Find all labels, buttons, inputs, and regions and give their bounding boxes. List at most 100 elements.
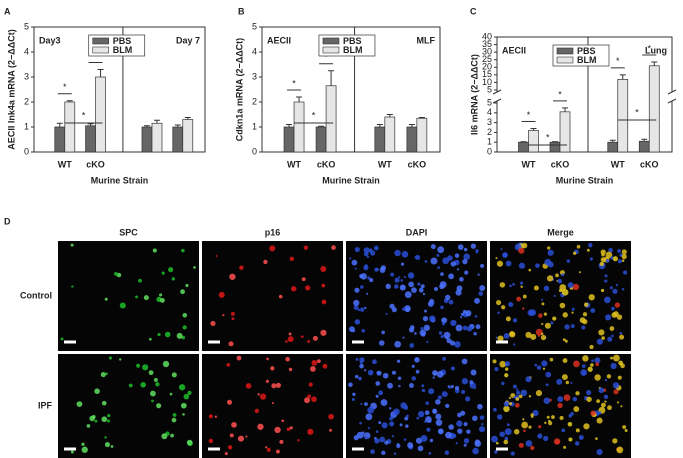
group-label: Day3 [39,35,61,45]
cell [271,402,274,405]
cell [215,255,218,258]
cell [469,383,472,386]
cell [104,441,111,448]
cell [171,277,175,281]
cell [535,263,540,268]
cell [385,312,388,315]
cell [180,289,185,295]
cell [101,400,107,406]
cell [586,396,592,402]
cell [425,401,429,405]
cell [375,394,379,398]
cell [607,336,613,342]
cell [181,248,185,253]
cell [599,261,605,267]
y-axis-label: Cdkn1a mRNA (2−ΔΔCt) [234,38,244,141]
cell [454,341,461,348]
bar [54,126,66,153]
group-label: Lung [645,45,667,55]
cell [208,414,213,419]
cell [104,297,108,301]
cell [621,259,625,262]
cell [70,450,74,454]
group-label: MLF [417,35,436,45]
x-tick-label: WT [287,159,301,169]
cell [611,334,614,338]
axis-break-mark [667,89,677,95]
cell [353,299,360,306]
cell [160,297,165,303]
cell [461,389,466,395]
cell [582,372,586,376]
plot-frame [33,26,206,153]
cell [570,324,575,328]
cell [349,257,352,260]
cell [259,393,267,400]
cell [414,256,417,259]
cell [408,281,415,288]
cell [162,360,170,368]
cell [536,365,542,370]
cell [419,329,427,337]
column-header: SPC [119,227,138,237]
cell [155,382,160,387]
y-tick-label: 4 [24,46,29,56]
cell [544,322,551,329]
cell [432,408,438,414]
cell [396,359,401,363]
cell [538,313,543,318]
cell [566,259,571,263]
cell [578,271,581,274]
cell [460,316,463,319]
cell [351,397,355,401]
cell [254,408,259,414]
cell [379,267,386,273]
cell [397,442,400,445]
cell [473,332,477,336]
cell [266,357,269,361]
cell [540,334,547,341]
cell [106,419,110,423]
cell [521,242,528,249]
cell [457,244,464,250]
cell [604,378,608,382]
cell [440,272,444,276]
cell [275,382,282,388]
cell [365,413,373,421]
cell [544,421,547,425]
cell [193,266,196,269]
cell [583,423,590,430]
group-label: AECII [267,35,291,45]
cell [372,359,377,365]
cell [508,301,514,308]
cell [516,388,519,391]
cell [450,319,457,327]
cell [387,382,393,389]
cell [430,257,438,265]
y-tick-label: 3 [252,71,257,81]
y-tick-label: 2 [487,127,492,137]
cell [393,452,397,455]
cell [331,245,336,250]
cell [612,354,620,362]
cell [415,357,418,361]
cell [475,251,478,254]
cell [553,438,561,445]
cell [618,360,624,366]
cell [266,447,271,452]
cell [370,449,375,454]
cell [469,380,474,385]
cell [176,332,183,339]
cell [287,336,294,343]
cell [143,295,149,301]
cell [591,359,594,363]
cell [227,399,233,405]
cell [402,307,406,311]
cell [460,410,466,416]
cell [360,402,363,405]
cell [496,299,502,306]
cell [564,324,570,330]
cell [402,336,405,339]
cell [452,433,457,438]
cell [278,294,283,299]
